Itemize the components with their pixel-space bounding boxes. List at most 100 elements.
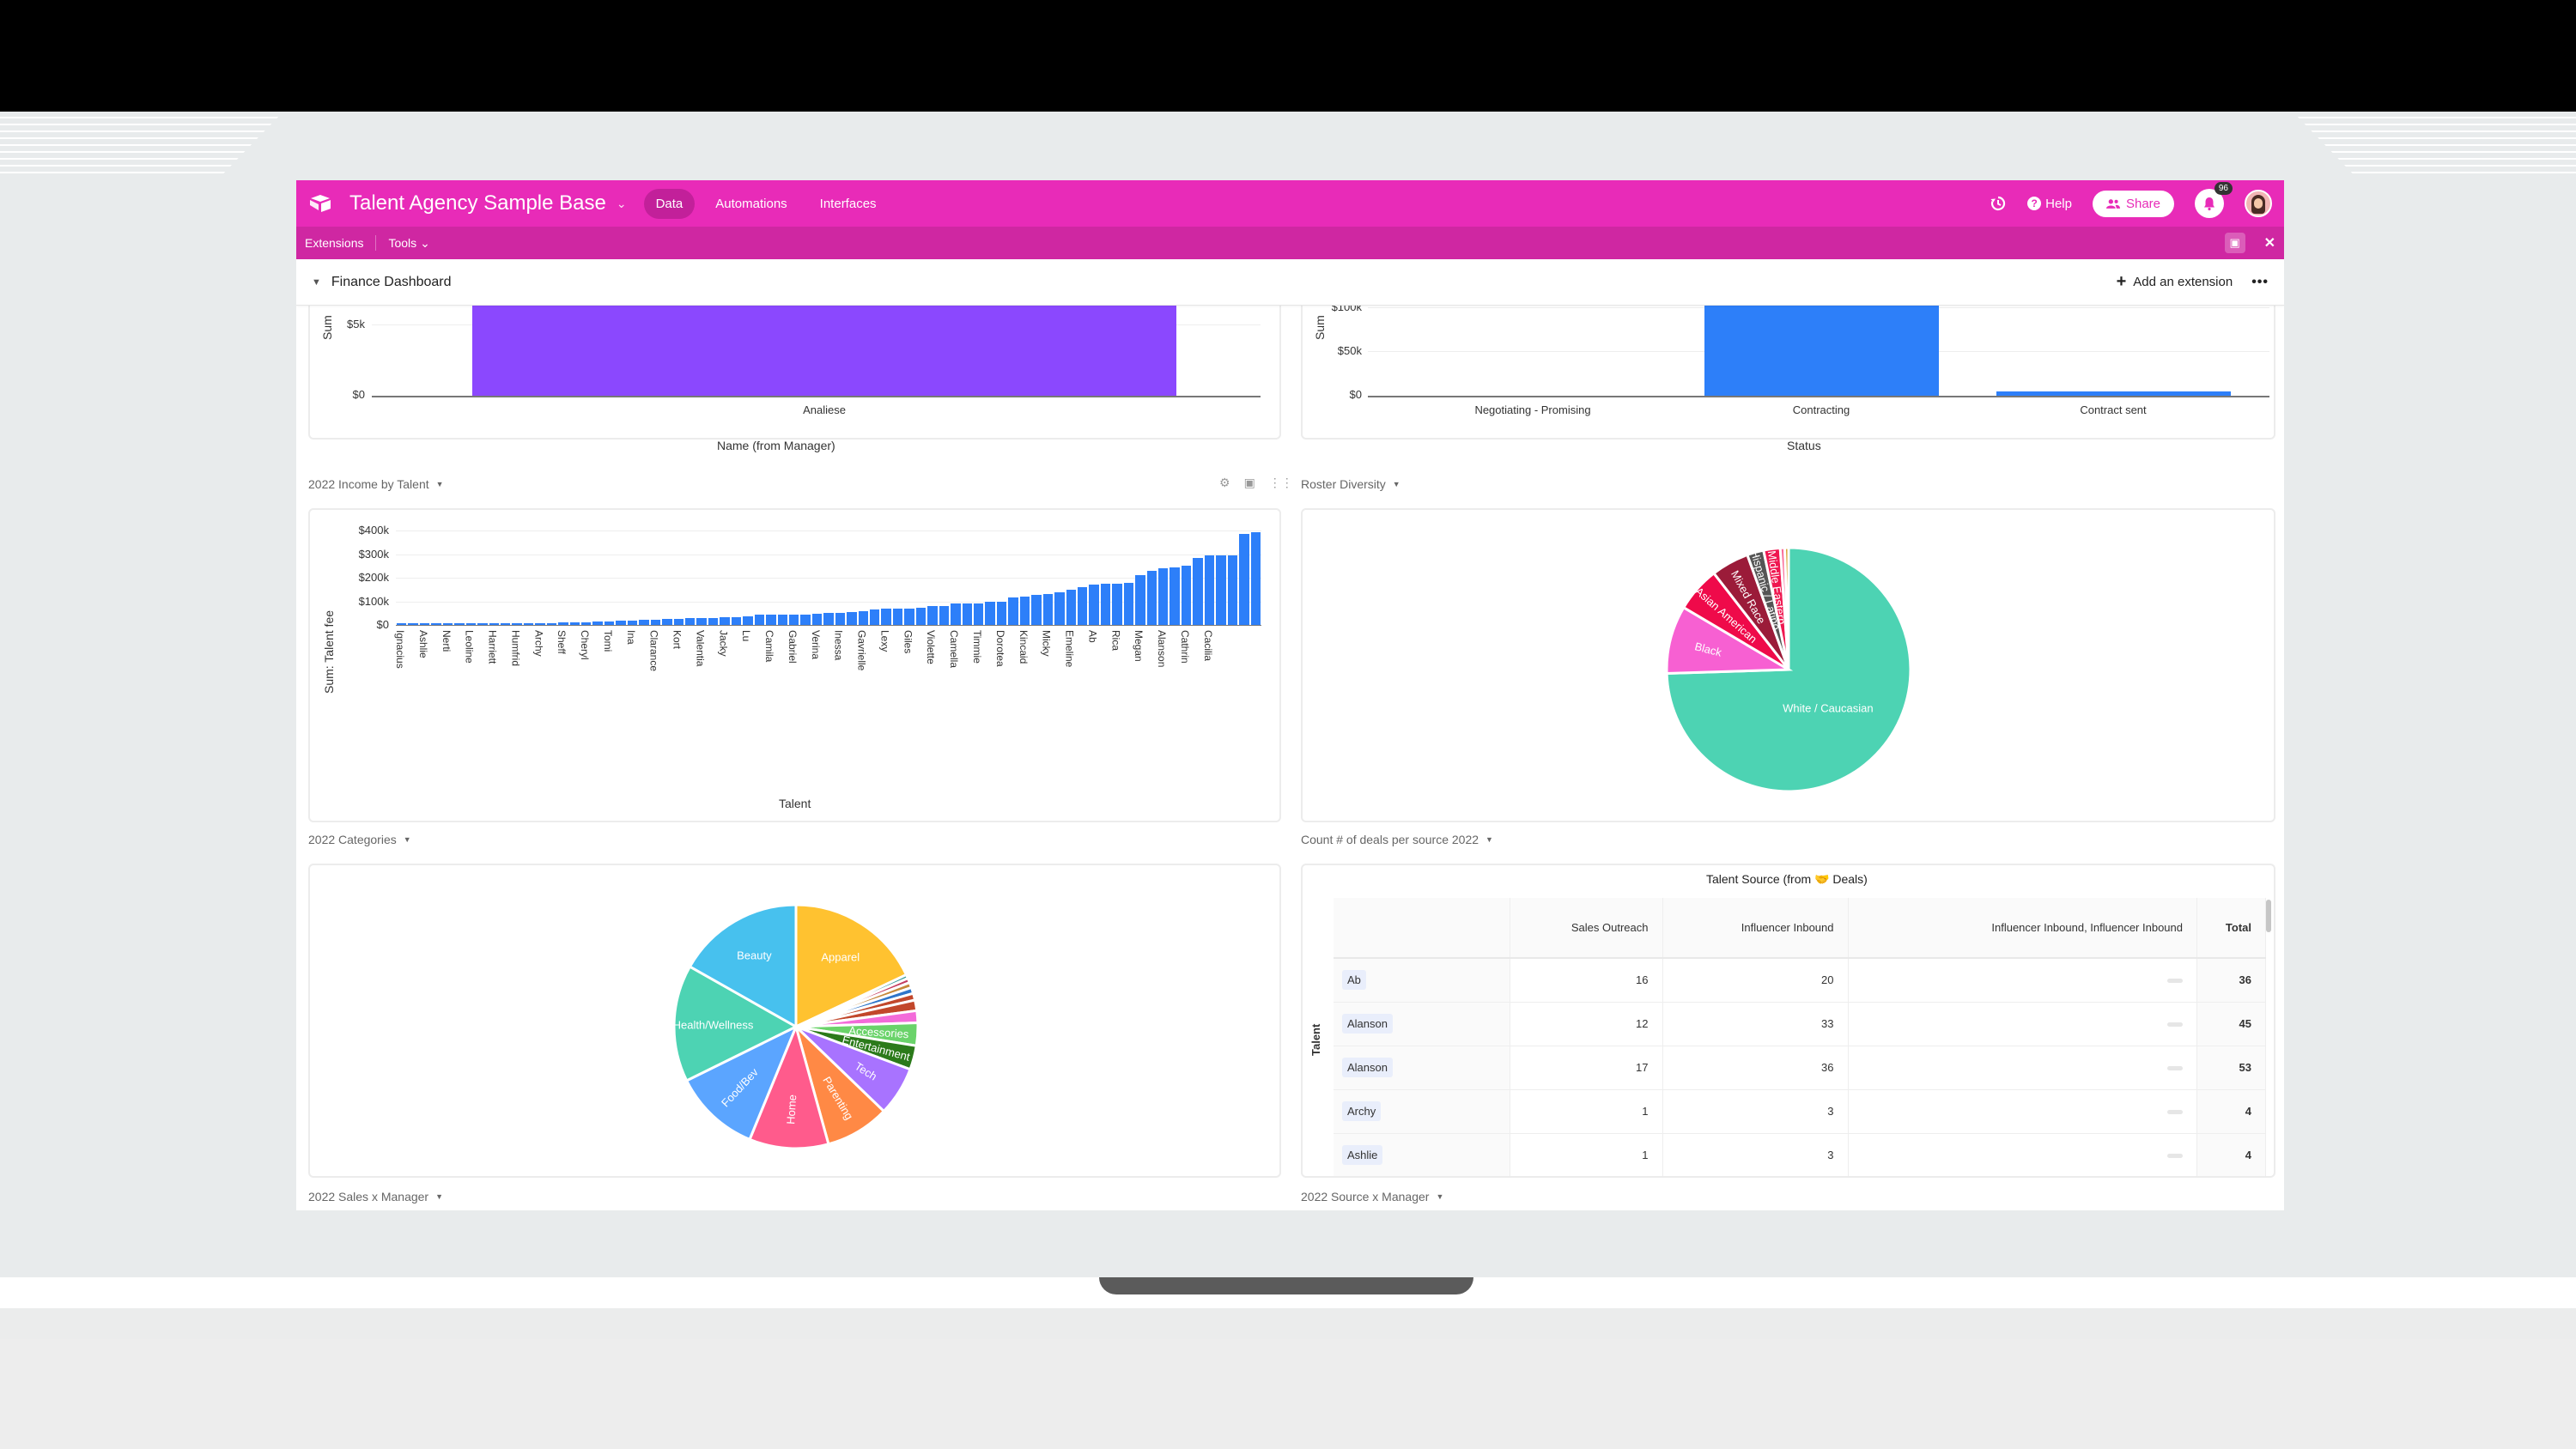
pie-slice[interactable]: [1665, 546, 1912, 793]
talent-bar[interactable]: [662, 619, 672, 625]
chevron-down-icon[interactable]: ⌄: [616, 196, 627, 210]
airtable-logo-icon[interactable]: [308, 193, 332, 214]
history-icon[interactable]: [1990, 195, 2007, 212]
talent-bar[interactable]: [754, 615, 765, 625]
talent-bar[interactable]: [650, 619, 661, 625]
user-avatar[interactable]: [2245, 190, 2272, 217]
dashboard-title[interactable]: Finance Dashboard: [331, 274, 452, 289]
talent-bar[interactable]: [408, 623, 418, 625]
talent-bar[interactable]: [685, 617, 696, 625]
talent-chip[interactable]: Alanson: [1342, 1058, 1393, 1077]
talent-bar[interactable]: [397, 623, 407, 625]
talent-bar[interactable]: [1193, 557, 1203, 625]
talent-bar[interactable]: [1135, 575, 1145, 625]
talent-bar[interactable]: [1204, 555, 1215, 625]
talent-chip[interactable]: Alanson: [1342, 1014, 1393, 1034]
talent-bar[interactable]: [1100, 583, 1111, 625]
talent-bar[interactable]: [604, 621, 615, 625]
talent-bar[interactable]: [1158, 568, 1169, 625]
talent-bar[interactable]: [616, 621, 626, 625]
bar-contracting[interactable]: [1704, 306, 1939, 397]
talent-bar[interactable]: [1019, 597, 1030, 625]
talent-bar[interactable]: [858, 610, 869, 625]
close-icon[interactable]: ✕: [2263, 236, 2275, 251]
tab-data[interactable]: Data: [643, 188, 696, 219]
talent-bar[interactable]: [951, 603, 961, 625]
talent-bar[interactable]: [431, 623, 441, 625]
pie-slice[interactable]: [672, 964, 799, 1082]
talent-bar[interactable]: [1089, 585, 1099, 625]
pivot-header-cell[interactable]: Sales Outreach: [1510, 898, 1663, 959]
pivot-header-cell[interactable]: Influencer Inbound, Influencer Inbound: [1848, 898, 2197, 959]
talent-bar[interactable]: [1170, 567, 1180, 625]
talent-bar[interactable]: [627, 620, 638, 625]
talent-bar[interactable]: [892, 609, 903, 625]
talent-bar[interactable]: [927, 606, 938, 625]
gear-icon[interactable]: ⚙: [1219, 476, 1230, 489]
extensions-label[interactable]: Extensions: [305, 236, 364, 250]
pie-slice[interactable]: [684, 1023, 799, 1142]
talent-bar[interactable]: [996, 601, 1007, 625]
talent-bar[interactable]: [708, 617, 719, 625]
talent-bar[interactable]: [489, 623, 499, 625]
talent-bar[interactable]: [766, 614, 776, 625]
widget-title-income-by-talent[interactable]: 2022 Income by Talent ▼: [308, 477, 444, 491]
talent-chip[interactable]: Archy: [1342, 1101, 1382, 1121]
notifications-button[interactable]: 96: [2195, 182, 2233, 218]
talent-bar[interactable]: [1066, 589, 1076, 625]
talent-bar[interactable]: [1077, 587, 1088, 625]
talent-bar[interactable]: [720, 617, 730, 625]
talent-bar[interactable]: [788, 614, 799, 625]
talent-bar[interactable]: [1054, 591, 1065, 625]
drag-handle-icon[interactable]: ⋮⋮: [1268, 476, 1293, 489]
pie-slice[interactable]: [748, 1022, 830, 1150]
widget-title-deals-per-source[interactable]: Count # of deals per source 2022 ▼: [1301, 833, 1493, 846]
tab-interfaces[interactable]: Interfaces: [819, 196, 877, 211]
talent-bar[interactable]: [1008, 597, 1018, 625]
scrollbar[interactable]: [2266, 900, 2271, 932]
help-button[interactable]: ? Help: [2027, 197, 2072, 211]
talent-bar[interactable]: [1042, 594, 1054, 625]
tools-menu[interactable]: Tools ⌄: [388, 236, 429, 251]
talent-bar[interactable]: [592, 621, 603, 625]
talent-bar[interactable]: [962, 603, 972, 625]
talent-bar[interactable]: [1227, 555, 1238, 625]
pie-slice[interactable]: [688, 903, 798, 1029]
talent-bar[interactable]: [523, 622, 534, 625]
base-name[interactable]: Talent Agency Sample Base: [349, 191, 606, 215]
talent-bar[interactable]: [1031, 595, 1042, 625]
talent-bar[interactable]: [581, 621, 592, 625]
talent-bar[interactable]: [1181, 566, 1192, 625]
bar-analiese[interactable]: [472, 306, 1176, 397]
talent-bar[interactable]: [743, 615, 753, 625]
talent-bar[interactable]: [800, 614, 811, 625]
categories-pie-chart[interactable]: ApparelAccessoriesEntertainmentTechParen…: [310, 865, 1283, 1179]
talent-bar[interactable]: [639, 619, 649, 625]
talent-bar[interactable]: [939, 606, 950, 625]
talent-bar[interactable]: [535, 622, 545, 625]
talent-bar[interactable]: [811, 613, 823, 625]
tab-automations[interactable]: Automations: [715, 196, 787, 211]
talent-bar[interactable]: [1216, 555, 1226, 625]
talent-bar[interactable]: [1112, 583, 1122, 625]
add-extension-button[interactable]: + Add an extension: [2117, 272, 2233, 292]
talent-bar[interactable]: [569, 622, 580, 625]
talent-bar[interactable]: [500, 623, 511, 625]
talent-bar[interactable]: [454, 623, 465, 625]
talent-bar[interactable]: [1250, 532, 1261, 625]
talent-bar[interactable]: [1123, 582, 1134, 625]
widget-title-roster-diversity[interactable]: Roster Diversity ▼: [1301, 477, 1400, 491]
pie-slice[interactable]: [1665, 605, 1794, 676]
talent-chip[interactable]: Ashlie: [1342, 1145, 1383, 1165]
share-button[interactable]: Share: [2092, 190, 2174, 217]
talent-bar[interactable]: [558, 622, 568, 625]
talent-bar[interactable]: [823, 613, 834, 625]
talent-chip[interactable]: Ab: [1342, 970, 1366, 991]
pie-slice[interactable]: [794, 903, 908, 1029]
talent-bar[interactable]: [512, 623, 522, 625]
talent-bar[interactable]: [731, 617, 742, 625]
talent-bar[interactable]: [465, 623, 477, 625]
talent-bar[interactable]: [985, 601, 995, 625]
widget-title-categories[interactable]: 2022 Categories ▼: [308, 833, 411, 846]
talent-bar[interactable]: [777, 614, 787, 625]
